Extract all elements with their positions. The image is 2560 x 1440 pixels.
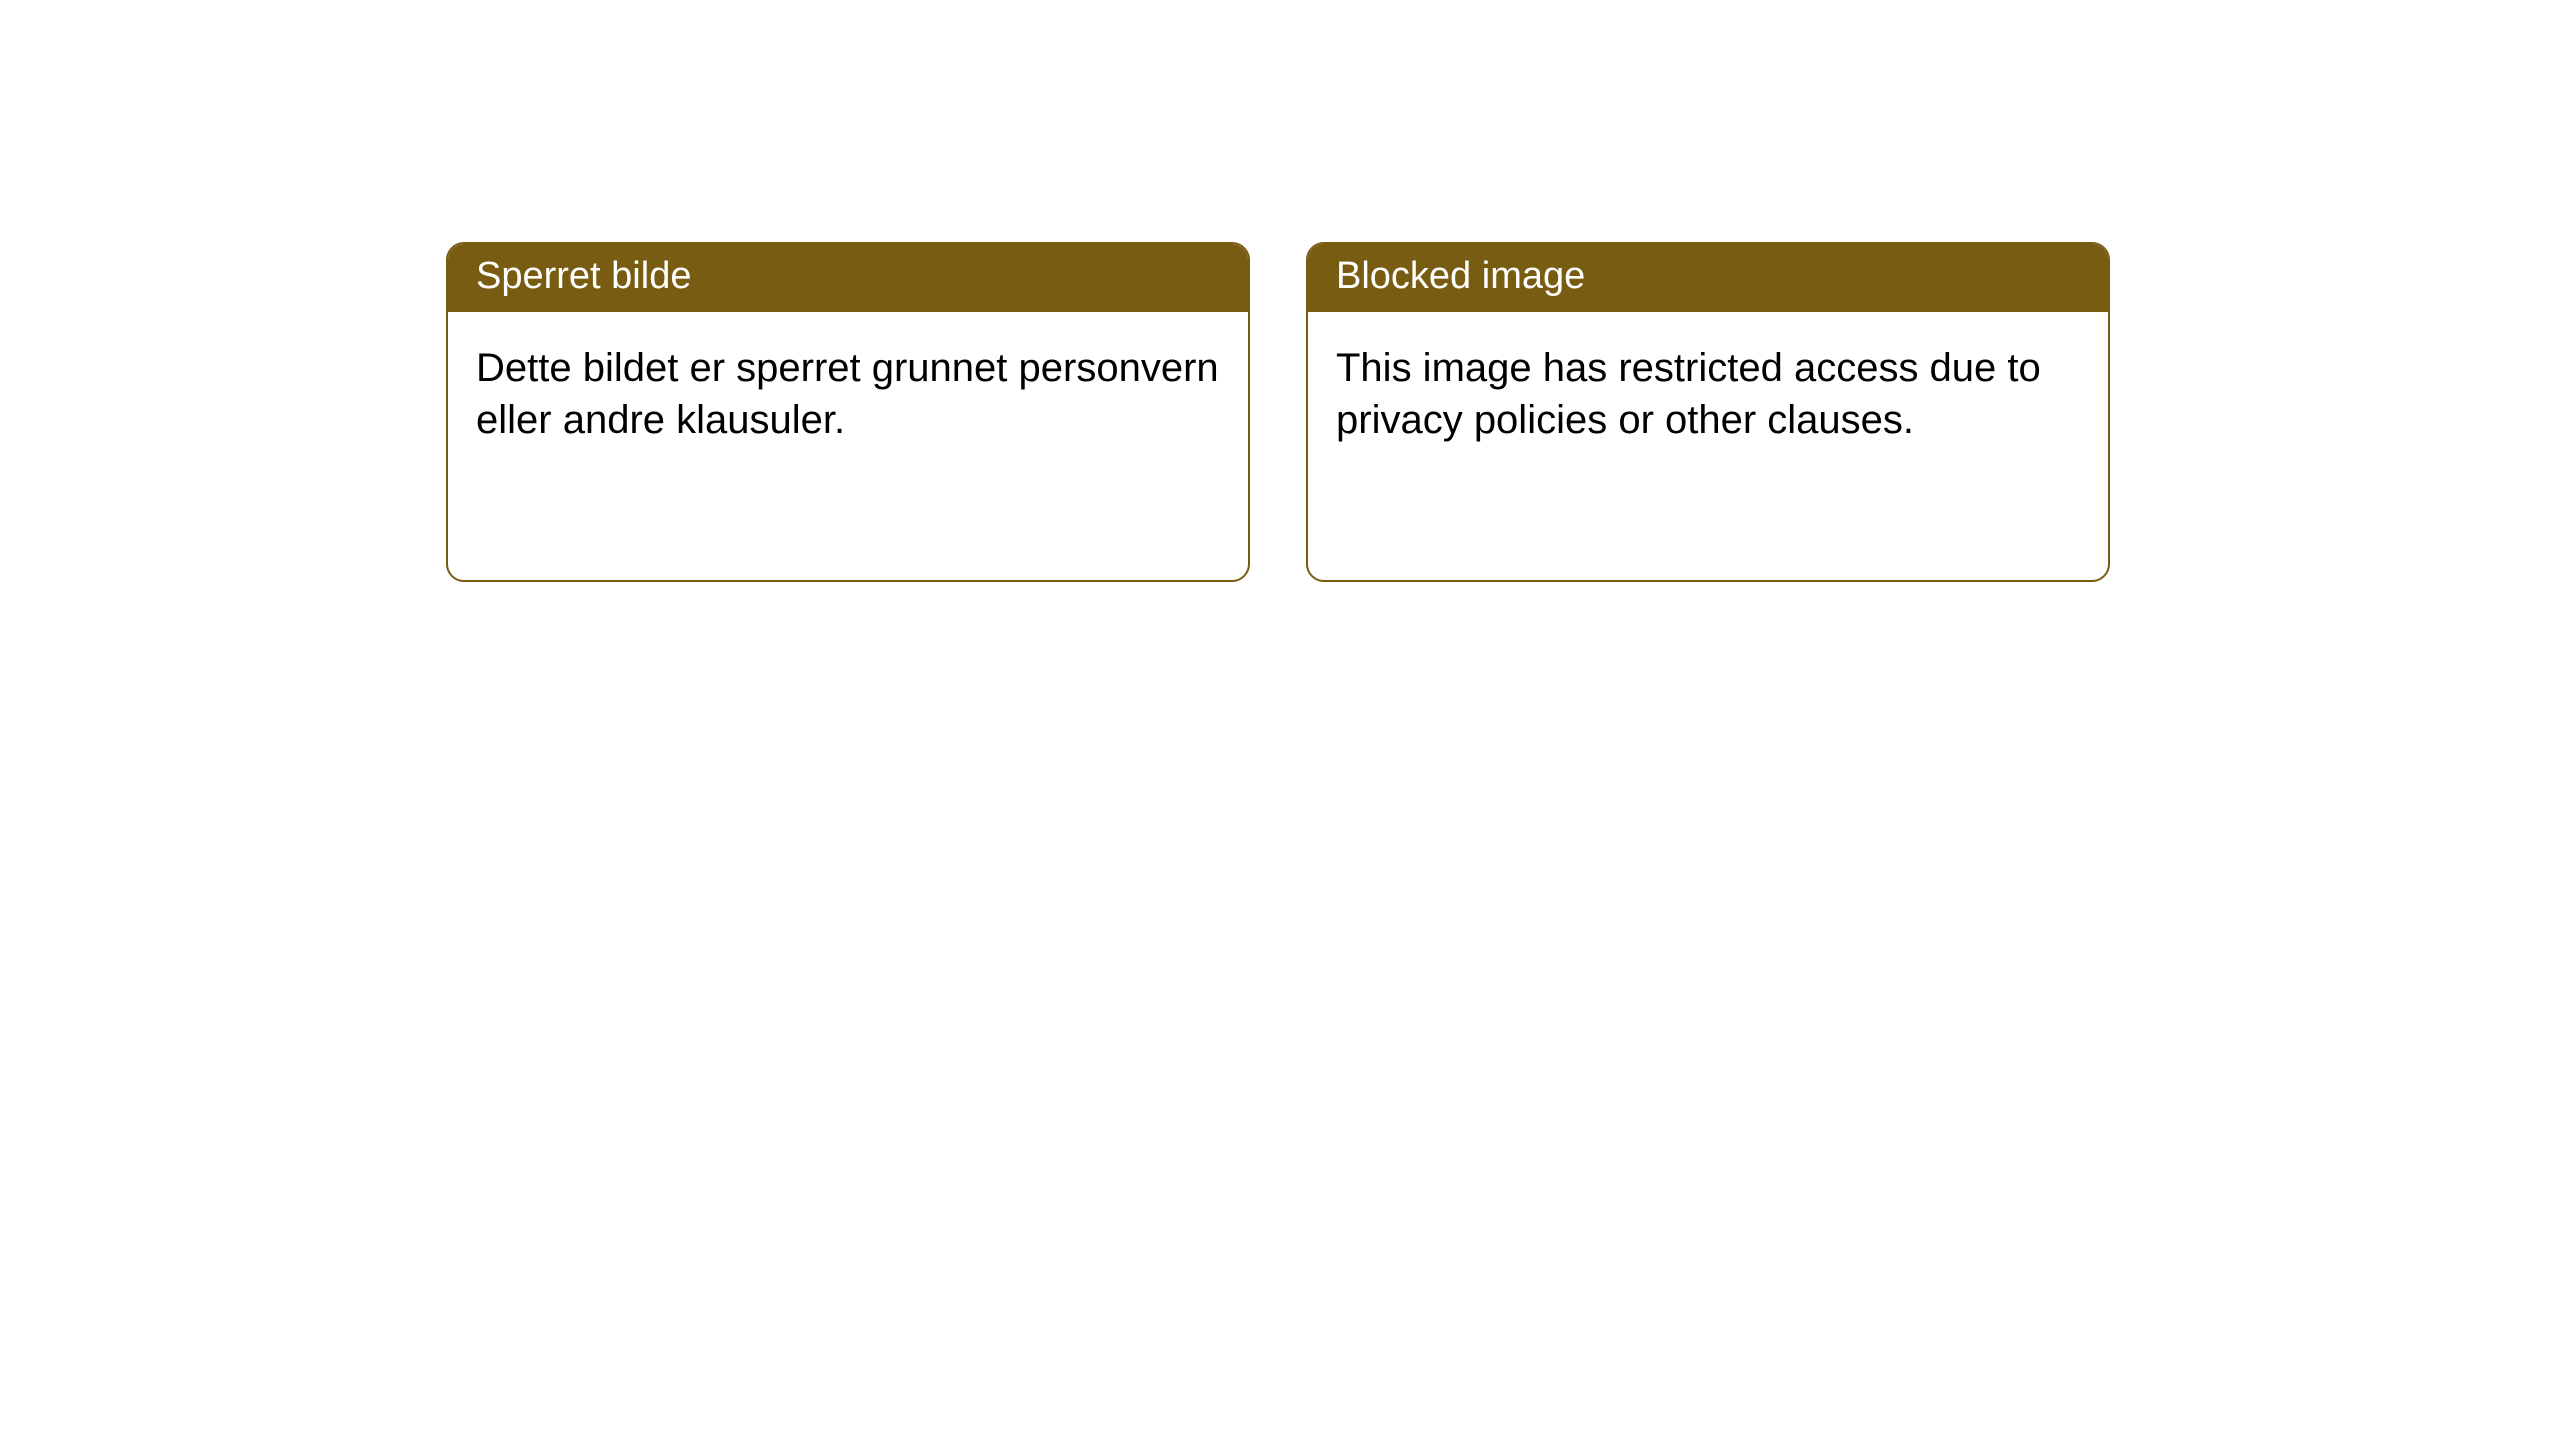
notice-box-english: Blocked image This image has restricted … (1306, 242, 2110, 582)
notice-box-norwegian: Sperret bilde Dette bildet er sperret gr… (446, 242, 1250, 582)
notice-body: This image has restricted access due to … (1308, 312, 2108, 478)
notice-title: Blocked image (1308, 244, 2108, 312)
notice-body: Dette bildet er sperret grunnet personve… (448, 312, 1248, 478)
notice-title: Sperret bilde (448, 244, 1248, 312)
notice-container: Sperret bilde Dette bildet er sperret gr… (0, 0, 2560, 582)
